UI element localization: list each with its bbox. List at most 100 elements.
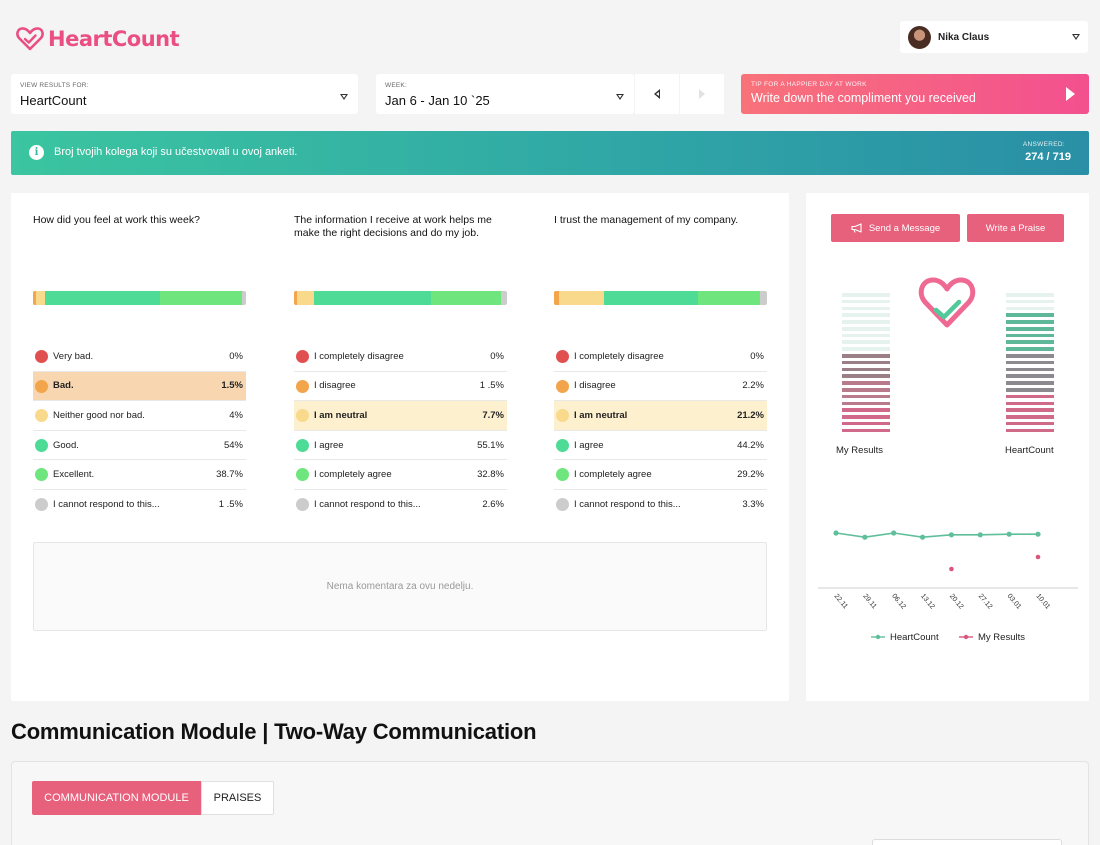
stack-bar — [842, 360, 890, 365]
answer-percent: 4% — [229, 409, 243, 421]
heartcount-point — [1006, 531, 1012, 537]
stack-bar — [1006, 299, 1054, 304]
question-title: I trust the management of my company. — [554, 214, 739, 226]
distribution-segment — [501, 291, 507, 305]
answer-color-dot — [296, 497, 309, 511]
answer-label: I agree — [574, 439, 604, 451]
stack-bar — [1006, 333, 1054, 338]
answer-color-dot — [35, 350, 48, 363]
distribution-segment — [294, 291, 298, 305]
chevron-down-icon — [1072, 34, 1080, 40]
heartcount-stack — [1006, 293, 1054, 435]
answer-color-dot — [296, 350, 309, 363]
answer-label: I completely agree — [574, 469, 652, 481]
distribution-bar — [294, 291, 507, 305]
x-tick-label: 20.12 — [948, 593, 965, 611]
x-tick-label: 22.11 — [832, 593, 848, 611]
heartcount-logo[interactable]: HeartCount — [16, 26, 180, 51]
answer-row: I agree 55.1% — [294, 431, 507, 461]
view-results-label: VIEW RESULTS FOR: — [20, 82, 89, 89]
answer-percent: 44.2% — [737, 439, 764, 451]
stack-bar — [1006, 360, 1054, 365]
answer-row: Neither good nor bad. 4% — [33, 401, 246, 431]
stack-bar — [842, 408, 890, 412]
stack-bar — [1006, 320, 1054, 324]
answer-color-dot — [556, 497, 569, 511]
answer-percent: 3.3% — [742, 499, 764, 511]
answer-percent: 32.8% — [477, 469, 504, 481]
answer-percent: 0% — [229, 350, 243, 362]
answer-label: I completely disagree — [574, 350, 664, 362]
stack-bar — [842, 401, 890, 406]
stack-bar — [1006, 306, 1054, 311]
send-message-button[interactable]: Send a Message — [831, 214, 960, 242]
distribution-segment — [313, 291, 432, 305]
stack-bar — [1006, 415, 1054, 419]
heartcount-point — [977, 532, 983, 538]
answer-row: Very bad. 0% — [33, 342, 246, 372]
question-card: I trust the management of my company. I c… — [554, 214, 769, 511]
stack-bar — [1006, 381, 1054, 385]
tab-praises[interactable]: PRAISES — [201, 781, 274, 815]
answered-label: ANSWERED: — [1022, 141, 1065, 148]
view-results-select[interactable]: VIEW RESULTS FOR: HeartCount — [11, 74, 358, 114]
stack-bar — [1006, 394, 1054, 399]
stack-bar — [842, 326, 890, 331]
filter-select[interactable] — [872, 839, 1062, 845]
legend-label: HeartCount — [890, 632, 939, 643]
stack-bar — [842, 340, 890, 345]
x-tick-label: 03.01 — [1006, 593, 1023, 611]
question-title: How did you feel at work this week? — [33, 214, 200, 226]
tab-communication-module[interactable]: COMMUNICATION MODULE — [32, 781, 201, 815]
stack-bar — [842, 313, 890, 317]
distribution-segment — [44, 291, 160, 305]
stack-bar — [1006, 340, 1054, 345]
heartcount-point — [833, 530, 839, 536]
heartcount-point — [891, 530, 897, 536]
chevron-down-icon — [340, 94, 348, 100]
answer-percent: 29.2% — [737, 469, 764, 481]
next-week-button[interactable] — [680, 74, 724, 114]
stack-bar — [1006, 401, 1054, 406]
stack-bar — [1006, 293, 1054, 297]
heartcount-label: HeartCount — [1005, 445, 1054, 456]
answer-percent: 1.5% — [221, 380, 243, 392]
heart-logo-icon — [16, 27, 44, 51]
distribution-segment — [603, 291, 698, 305]
answer-row: I am neutral 21.2% — [554, 401, 767, 431]
heartcount-point — [919, 534, 926, 540]
tip-label: TIP FOR A HAPPIER DAY AT WORK — [751, 81, 867, 88]
answer-label: Good. — [53, 439, 79, 451]
my-results-stack — [842, 293, 890, 435]
heartcount-point — [862, 534, 868, 540]
answer-label: Neither good nor bad. — [53, 409, 145, 421]
results-side-panel: Send a Message Write a Praise My Results… — [806, 193, 1089, 701]
distribution-segment — [554, 291, 559, 305]
answer-row: I completely agree 32.8% — [294, 460, 507, 490]
answer-row: I disagree 1 .5% — [294, 372, 507, 402]
answer-percent: 0% — [750, 350, 764, 362]
answer-color-dot — [296, 468, 309, 482]
communication-card: COMMUNICATION MODULE PRAISES — [11, 761, 1089, 845]
participation-banner: i Broj tvojih kolega koji su učestvovali… — [11, 131, 1089, 175]
answer-percent: 38.7% — [216, 469, 243, 481]
answer-color-dot — [556, 438, 569, 452]
my-results-point — [1035, 554, 1041, 560]
answer-color-dot — [35, 379, 48, 393]
week-select[interactable]: WEEK: Jan 6 - Jan 10 `25 — [376, 74, 634, 114]
trend-chart: 22.11 29.11 06.12 13.12 20.12 27.12 03.01 10.01… — [818, 530, 1078, 643]
brand-name: HeartCount — [48, 26, 180, 51]
x-tick-label: 06.12 — [890, 593, 907, 611]
answer-color-dot — [296, 438, 309, 452]
week-label: WEEK: — [385, 82, 407, 89]
answer-label: I agree — [314, 439, 344, 451]
write-praise-button[interactable]: Write a Praise — [967, 214, 1064, 242]
previous-week-button[interactable] — [635, 74, 679, 114]
heartcount-point — [1035, 531, 1041, 537]
legend-marker — [875, 634, 881, 640]
stack-bar — [842, 367, 890, 372]
user-menu[interactable]: Nika Claus — [900, 21, 1088, 53]
answer-label: I am neutral — [574, 409, 628, 421]
tip-banner[interactable]: TIP FOR A HAPPIER DAY AT WORK Write down… — [741, 74, 1089, 114]
stack-bar — [842, 381, 890, 385]
